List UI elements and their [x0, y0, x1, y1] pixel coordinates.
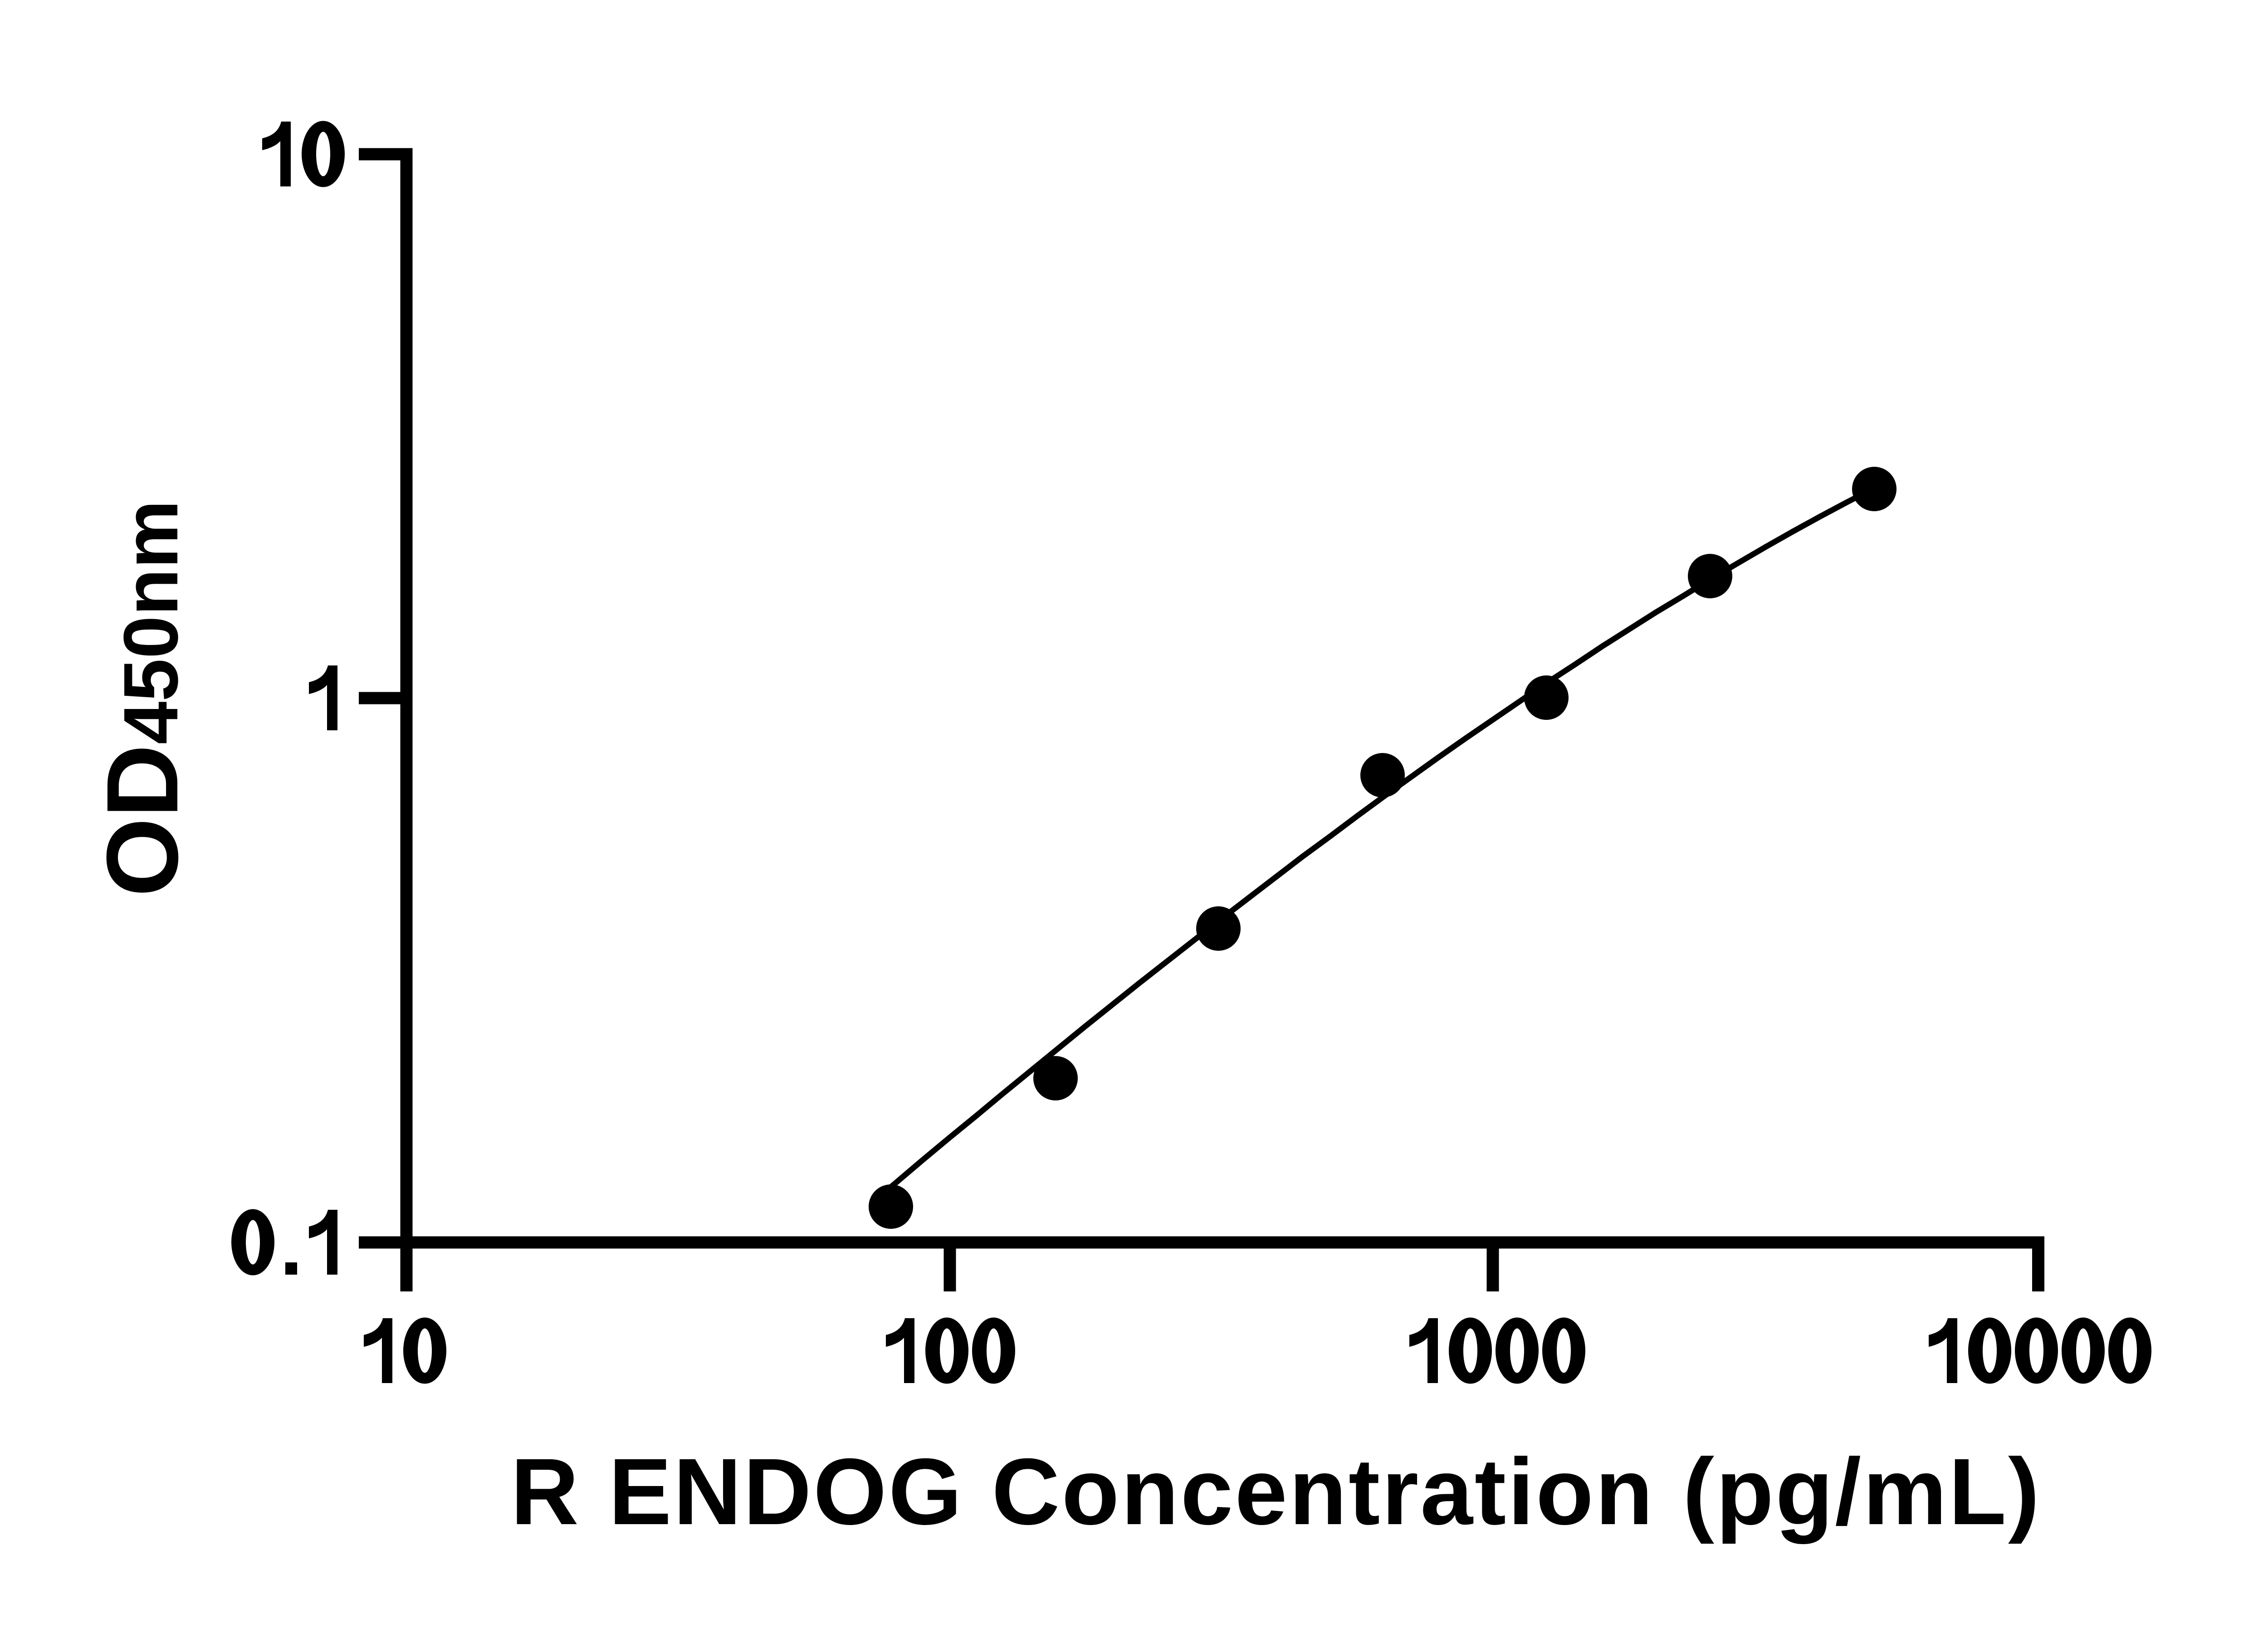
svg-text:OD450nm: OD450nm — [86, 500, 199, 897]
svg-text:R ENDOG Concentration (pg/mL): R ENDOG Concentration (pg/mL) — [511, 1439, 2042, 1545]
